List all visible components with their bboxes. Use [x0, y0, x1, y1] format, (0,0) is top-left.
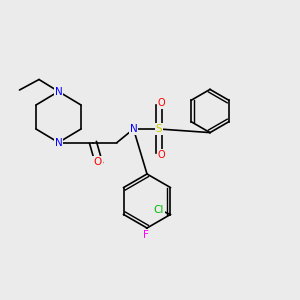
- Text: Cl: Cl: [154, 205, 164, 215]
- Text: O: O: [93, 157, 102, 167]
- Text: O: O: [158, 149, 165, 160]
- Text: O: O: [158, 98, 165, 109]
- Text: S: S: [156, 124, 162, 134]
- Text: F: F: [142, 230, 148, 241]
- Text: N: N: [55, 86, 62, 97]
- Text: N: N: [130, 124, 137, 134]
- Text: N: N: [55, 137, 62, 148]
